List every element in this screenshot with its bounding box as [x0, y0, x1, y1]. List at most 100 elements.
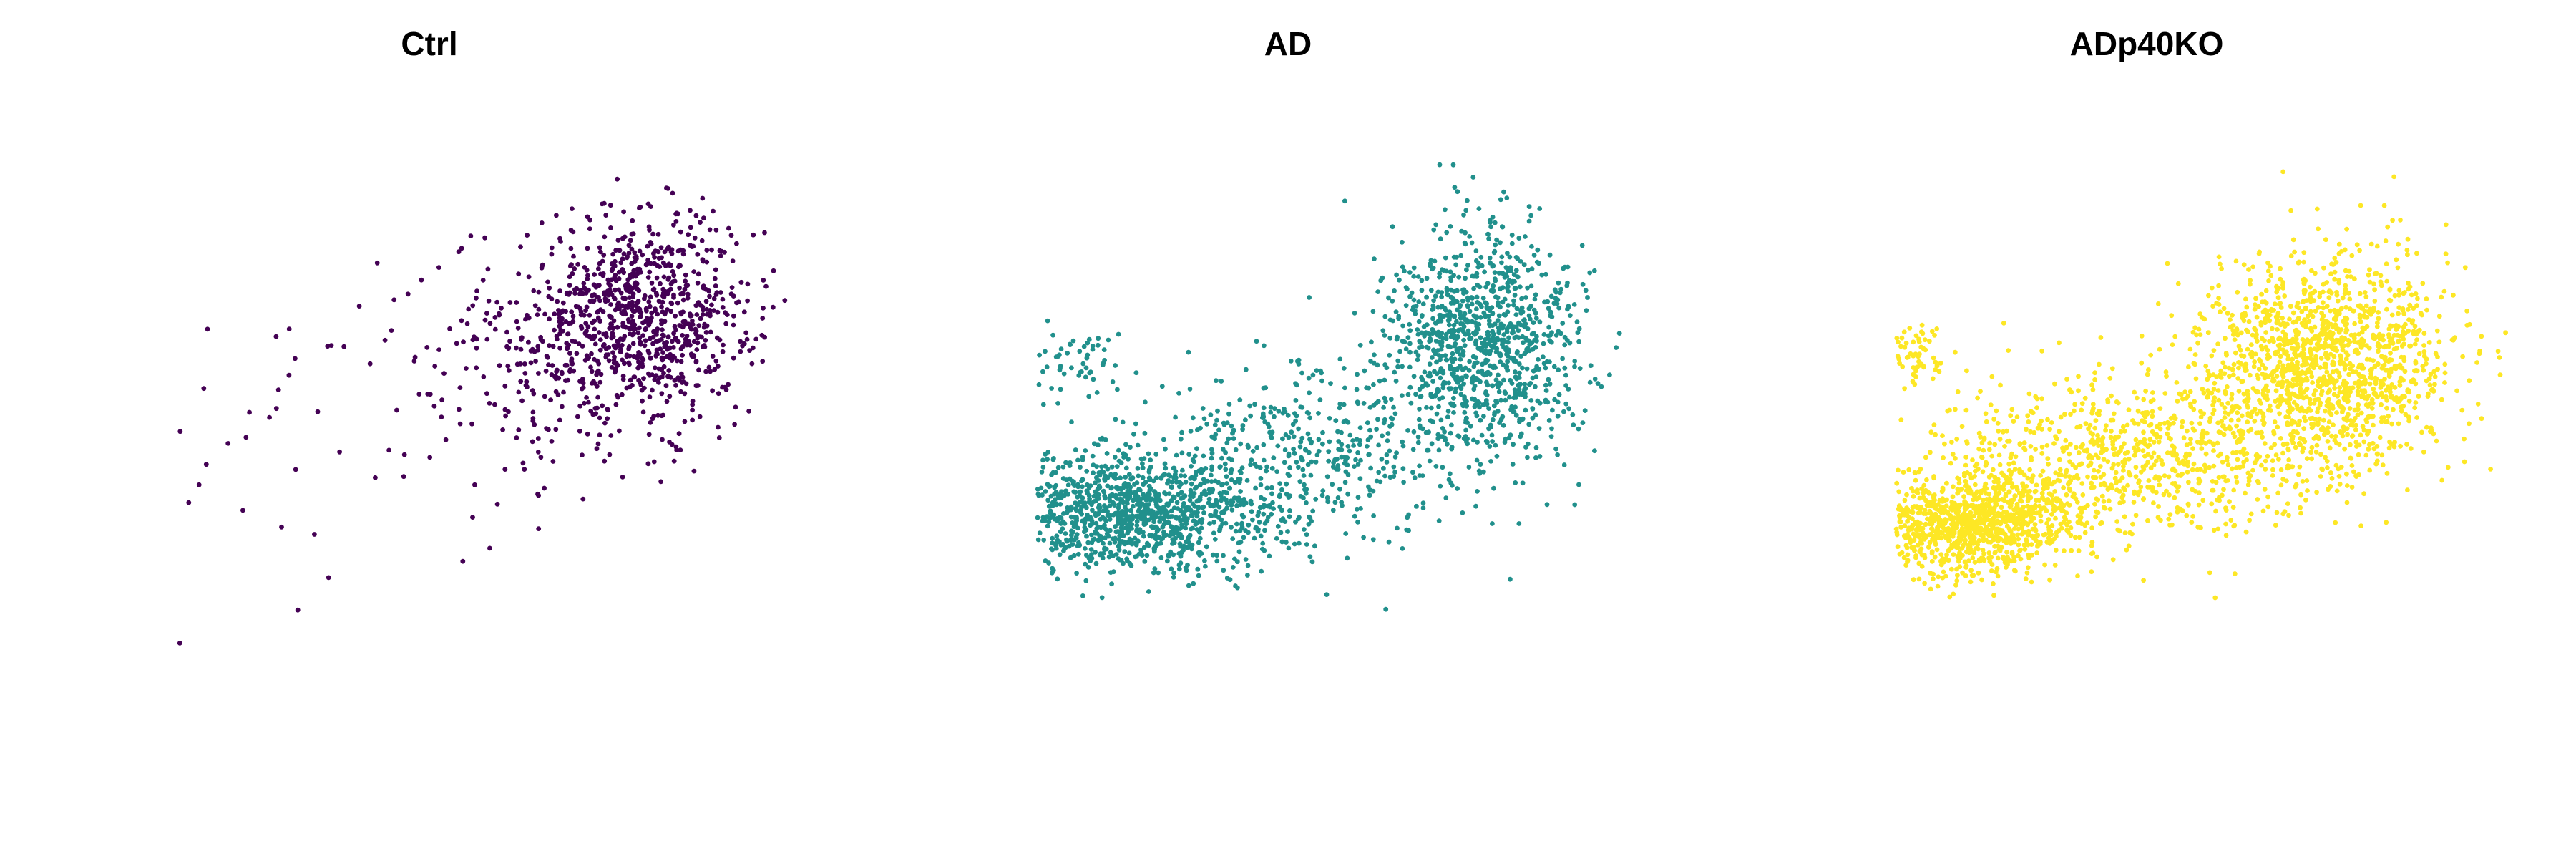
- scatter-point: [662, 344, 668, 349]
- scatter-point: [608, 302, 613, 307]
- scatter-point: [1490, 214, 1496, 220]
- scatter-point: [696, 301, 702, 306]
- scatter-point: [1102, 545, 1107, 551]
- scatter-point: [574, 286, 580, 291]
- scatter-point: [474, 365, 479, 371]
- scatter-point: [1290, 422, 1296, 427]
- scatter-point: [2099, 450, 2104, 455]
- scatter-point: [1943, 573, 1948, 579]
- scatter-point: [2040, 468, 2046, 474]
- scatter-point: [1374, 478, 1380, 484]
- scatter-point: [1369, 339, 1374, 345]
- scatter-point: [1465, 319, 1470, 325]
- scatter-point: [1953, 455, 1958, 461]
- scatter-point: [600, 403, 605, 409]
- scatter-point: [1345, 419, 1351, 425]
- scatter-point: [2243, 529, 2249, 535]
- scatter-point: [2188, 437, 2193, 442]
- scatter-point: [716, 435, 722, 440]
- scatter-point: [1171, 571, 1176, 576]
- scatter-point: [526, 274, 532, 280]
- scatter-point: [1483, 360, 1488, 366]
- scatter-point: [1134, 523, 1140, 528]
- scatter-point: [582, 400, 587, 406]
- scatter-point: [2089, 540, 2095, 545]
- scatter-point: [497, 312, 502, 318]
- scatter-point: [1246, 522, 1252, 528]
- scatter-point: [1407, 321, 1413, 327]
- scatter-point: [1523, 407, 1528, 413]
- scatter-point: [2275, 490, 2281, 496]
- scatter-point: [680, 248, 686, 253]
- scatter-point: [637, 248, 643, 254]
- scatter-point: [569, 356, 575, 361]
- scatter-point: [1583, 288, 1589, 293]
- scatter-point: [1098, 516, 1103, 522]
- scatter-point: [1980, 497, 1986, 503]
- scatter-point: [567, 283, 572, 288]
- scatter-point: [693, 326, 698, 332]
- scatter-point: [1252, 535, 1257, 541]
- scatter-point: [1048, 483, 1053, 489]
- scatter-point: [704, 306, 710, 312]
- scatter-point: [536, 526, 542, 531]
- scatter-point: [701, 215, 706, 221]
- scatter-point: [1997, 437, 2003, 442]
- scatter-point: [1479, 432, 1485, 438]
- scatter-point: [1355, 450, 1360, 455]
- scatter-point: [655, 248, 660, 254]
- scatter-point: [1898, 525, 1903, 530]
- scatter-point: [2076, 548, 2082, 553]
- scatter-point: [1075, 551, 1081, 557]
- scatter-point: [1437, 271, 1443, 276]
- scatter-point: [1367, 404, 1373, 410]
- scatter-point: [606, 358, 612, 364]
- scatter-point: [1136, 473, 1141, 479]
- scatter-point: [619, 392, 625, 397]
- scatter-point: [1518, 322, 1523, 328]
- scatter-point: [734, 241, 739, 246]
- scatter-point: [1335, 495, 1341, 500]
- scatter-point: [1407, 270, 1413, 275]
- scatter-point: [1474, 360, 1480, 365]
- scatter-point: [1345, 444, 1351, 449]
- scatter-point: [2107, 375, 2113, 381]
- scatter-point: [1131, 432, 1136, 437]
- scatter-point: [1114, 464, 1120, 470]
- scatter-point: [1984, 486, 1989, 491]
- scatter-point: [2228, 518, 2234, 523]
- scatter-point: [1986, 491, 1991, 497]
- scatter-point: [1526, 267, 1531, 273]
- scatter-point: [201, 386, 207, 392]
- scatter-point: [1906, 467, 1912, 472]
- scatter-point: [2150, 409, 2155, 414]
- scatter-point: [1176, 492, 1181, 498]
- scatter-point: [1096, 483, 1102, 489]
- scatter-point: [1386, 539, 1392, 545]
- scatter-point: [1423, 381, 1429, 386]
- scatter-point: [1085, 540, 1091, 545]
- scatter-point: [1400, 546, 1405, 551]
- scatter-point: [676, 431, 682, 437]
- scatter-point: [1411, 297, 1417, 303]
- scatter-point: [2052, 381, 2057, 387]
- scatter-point: [1556, 392, 1562, 397]
- scatter-point: [720, 305, 726, 310]
- scatter-point: [1037, 530, 1043, 536]
- scatter-point: [1287, 465, 1292, 470]
- scatter-point: [522, 361, 527, 367]
- scatter-point: [640, 357, 646, 363]
- scatter-point: [1572, 359, 1578, 364]
- scatter-point: [432, 364, 438, 369]
- scatter-point: [1403, 303, 1409, 309]
- scatter-point: [1249, 457, 1254, 463]
- scatter-point: [1307, 295, 1312, 300]
- scatter-point: [613, 248, 619, 253]
- scatter-point: [1248, 413, 1253, 419]
- scatter-point: [1054, 502, 1060, 508]
- scatter-point: [630, 294, 635, 299]
- scatter-point: [690, 402, 696, 407]
- scatter-point: [1268, 409, 1274, 415]
- scatter-point: [1475, 282, 1480, 288]
- scatter-point: [670, 190, 675, 196]
